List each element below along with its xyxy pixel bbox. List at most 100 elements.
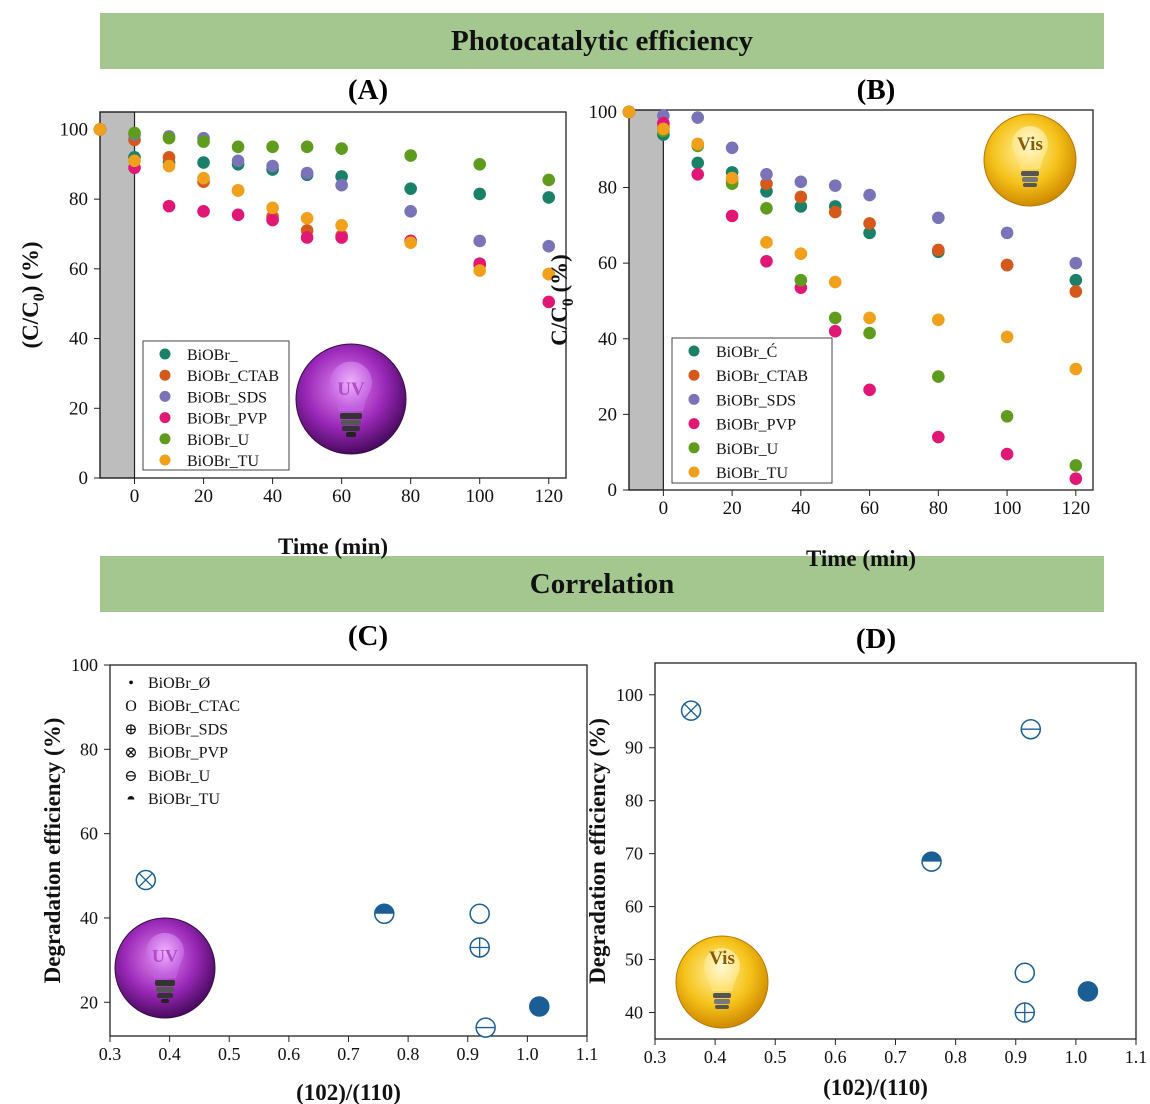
data-point	[197, 135, 210, 148]
marker-minus	[1020, 718, 1042, 740]
panel-b-chart: 0 20 40 60 80 100 120 0 20 40 60 80 100 Time (min) C/C…	[547, 102, 1094, 571]
y-tick-label: 100	[60, 119, 89, 140]
legend-marker	[159, 369, 171, 381]
x-tick-label: 0	[659, 498, 669, 519]
half-marker-fill	[374, 904, 394, 914]
legend-marker: ⊖	[124, 768, 137, 785]
data-point	[863, 311, 876, 325]
data-point	[1069, 285, 1083, 298]
data-point	[794, 190, 808, 204]
x-tick-label: 20	[723, 498, 742, 519]
legend-marker	[688, 442, 700, 454]
x-tick-label: 120	[1062, 498, 1091, 519]
legend-marker	[688, 393, 700, 405]
x-tick-label: 60	[860, 498, 879, 519]
x-axis-title: Time (min)	[806, 546, 916, 571]
legend-marker: ◓	[126, 791, 136, 808]
data-point	[863, 217, 876, 230]
data-point	[1069, 256, 1083, 270]
cross-b	[683, 703, 699, 718]
data-point	[197, 171, 210, 185]
legend-label: BiOBr_PVP	[716, 417, 796, 434]
y-tick-label: 20	[598, 404, 617, 425]
data-point	[725, 171, 739, 185]
y-tick-label: 20	[69, 398, 88, 419]
data-point	[231, 184, 245, 197]
x-tick-label: 0.3	[99, 1044, 122, 1064]
uv-badge-label: UV	[337, 379, 365, 400]
y-tick-label: 40	[69, 329, 88, 350]
legend-marker: ⊕	[124, 721, 137, 738]
x-tick-label: 40	[791, 498, 810, 519]
marker-filled	[1077, 981, 1099, 1002]
y-tick-label: 70	[625, 844, 643, 864]
series-biobr-tu	[622, 105, 1083, 376]
y-tick-label: 50	[625, 950, 643, 970]
x-tick-label: 0.7	[337, 1044, 360, 1064]
legend-label: BiOBr_U	[148, 768, 211, 785]
data-point	[404, 149, 417, 162]
vis-bulb-icon: Vis	[675, 935, 769, 1029]
legend-label: BiOBr_U	[716, 441, 779, 458]
marker-plus	[469, 937, 490, 958]
data-point	[335, 142, 348, 155]
data-point	[542, 267, 556, 281]
marker-cross	[135, 869, 157, 891]
y-axis-title: C/C0 (%)	[547, 254, 577, 346]
y-axis-title: Degradation efficiency (%)	[585, 718, 610, 984]
legend-label: BiOBr_SDS	[716, 392, 796, 409]
data-point	[760, 236, 773, 249]
x-tick-label: 0.5	[218, 1044, 241, 1064]
data-point	[266, 213, 279, 227]
series-biobr-u	[93, 123, 556, 187]
data-point	[162, 151, 176, 164]
data-point	[300, 231, 314, 244]
data-point	[794, 175, 808, 189]
data-point	[691, 156, 705, 170]
y-tick-label: 100	[589, 102, 618, 123]
y-axis-title: Degradation efficiency (%)	[40, 718, 65, 984]
dark-period-shading	[628, 109, 664, 491]
data-point	[231, 154, 245, 168]
data-point	[863, 188, 876, 202]
data-point	[932, 430, 945, 444]
data-point	[542, 295, 556, 309]
x-tick-label: 40	[263, 486, 282, 507]
data-point	[266, 140, 279, 154]
vis-badge-label: Vis	[1017, 134, 1043, 155]
data-point	[93, 123, 107, 136]
half-marker-fill	[922, 852, 942, 862]
y-tick-label: 80	[69, 189, 88, 210]
data-point	[725, 141, 739, 155]
y-tick-label: 0	[79, 468, 89, 489]
y-tick-label: 40	[80, 908, 98, 928]
series-biobr-ctab	[93, 123, 556, 281]
data-point	[162, 131, 176, 145]
legend-marker	[688, 345, 700, 357]
x-tick-label: 0.8	[397, 1044, 420, 1064]
x-tick-label: 100	[993, 498, 1022, 519]
data-point	[473, 157, 487, 171]
panel-b-label: (B)	[857, 74, 896, 106]
panel-d-chart: 0.3 0.4 0.5 0.6 0.7 0.8 0.9 1.0 1.1 40 50 60 70 80 90 1…	[585, 662, 1147, 1100]
marker-half	[374, 903, 395, 924]
marker-minus	[475, 1017, 496, 1038]
data-point	[335, 231, 348, 244]
data-point	[691, 167, 705, 181]
data-point	[335, 178, 348, 192]
legend-marker	[159, 348, 171, 360]
data-point	[932, 211, 945, 225]
x-tick-label: 0.8	[944, 1047, 967, 1067]
panel-d-label: (D)	[856, 623, 896, 655]
marker-filled	[529, 996, 550, 1017]
data-point	[828, 179, 842, 192]
open-marker	[1014, 962, 1036, 984]
data-point	[863, 226, 876, 240]
legend-marker	[688, 418, 700, 430]
x-tick-label: 0.4	[704, 1047, 727, 1067]
data-point	[266, 201, 279, 215]
y-tick-label: 60	[80, 824, 98, 844]
data-point	[1069, 472, 1083, 485]
panel-a-chart: 0 20 40 60 80 100 120 0 20 40 60 80 100 Time (min) (C/…	[18, 111, 567, 559]
data-point	[725, 209, 739, 223]
